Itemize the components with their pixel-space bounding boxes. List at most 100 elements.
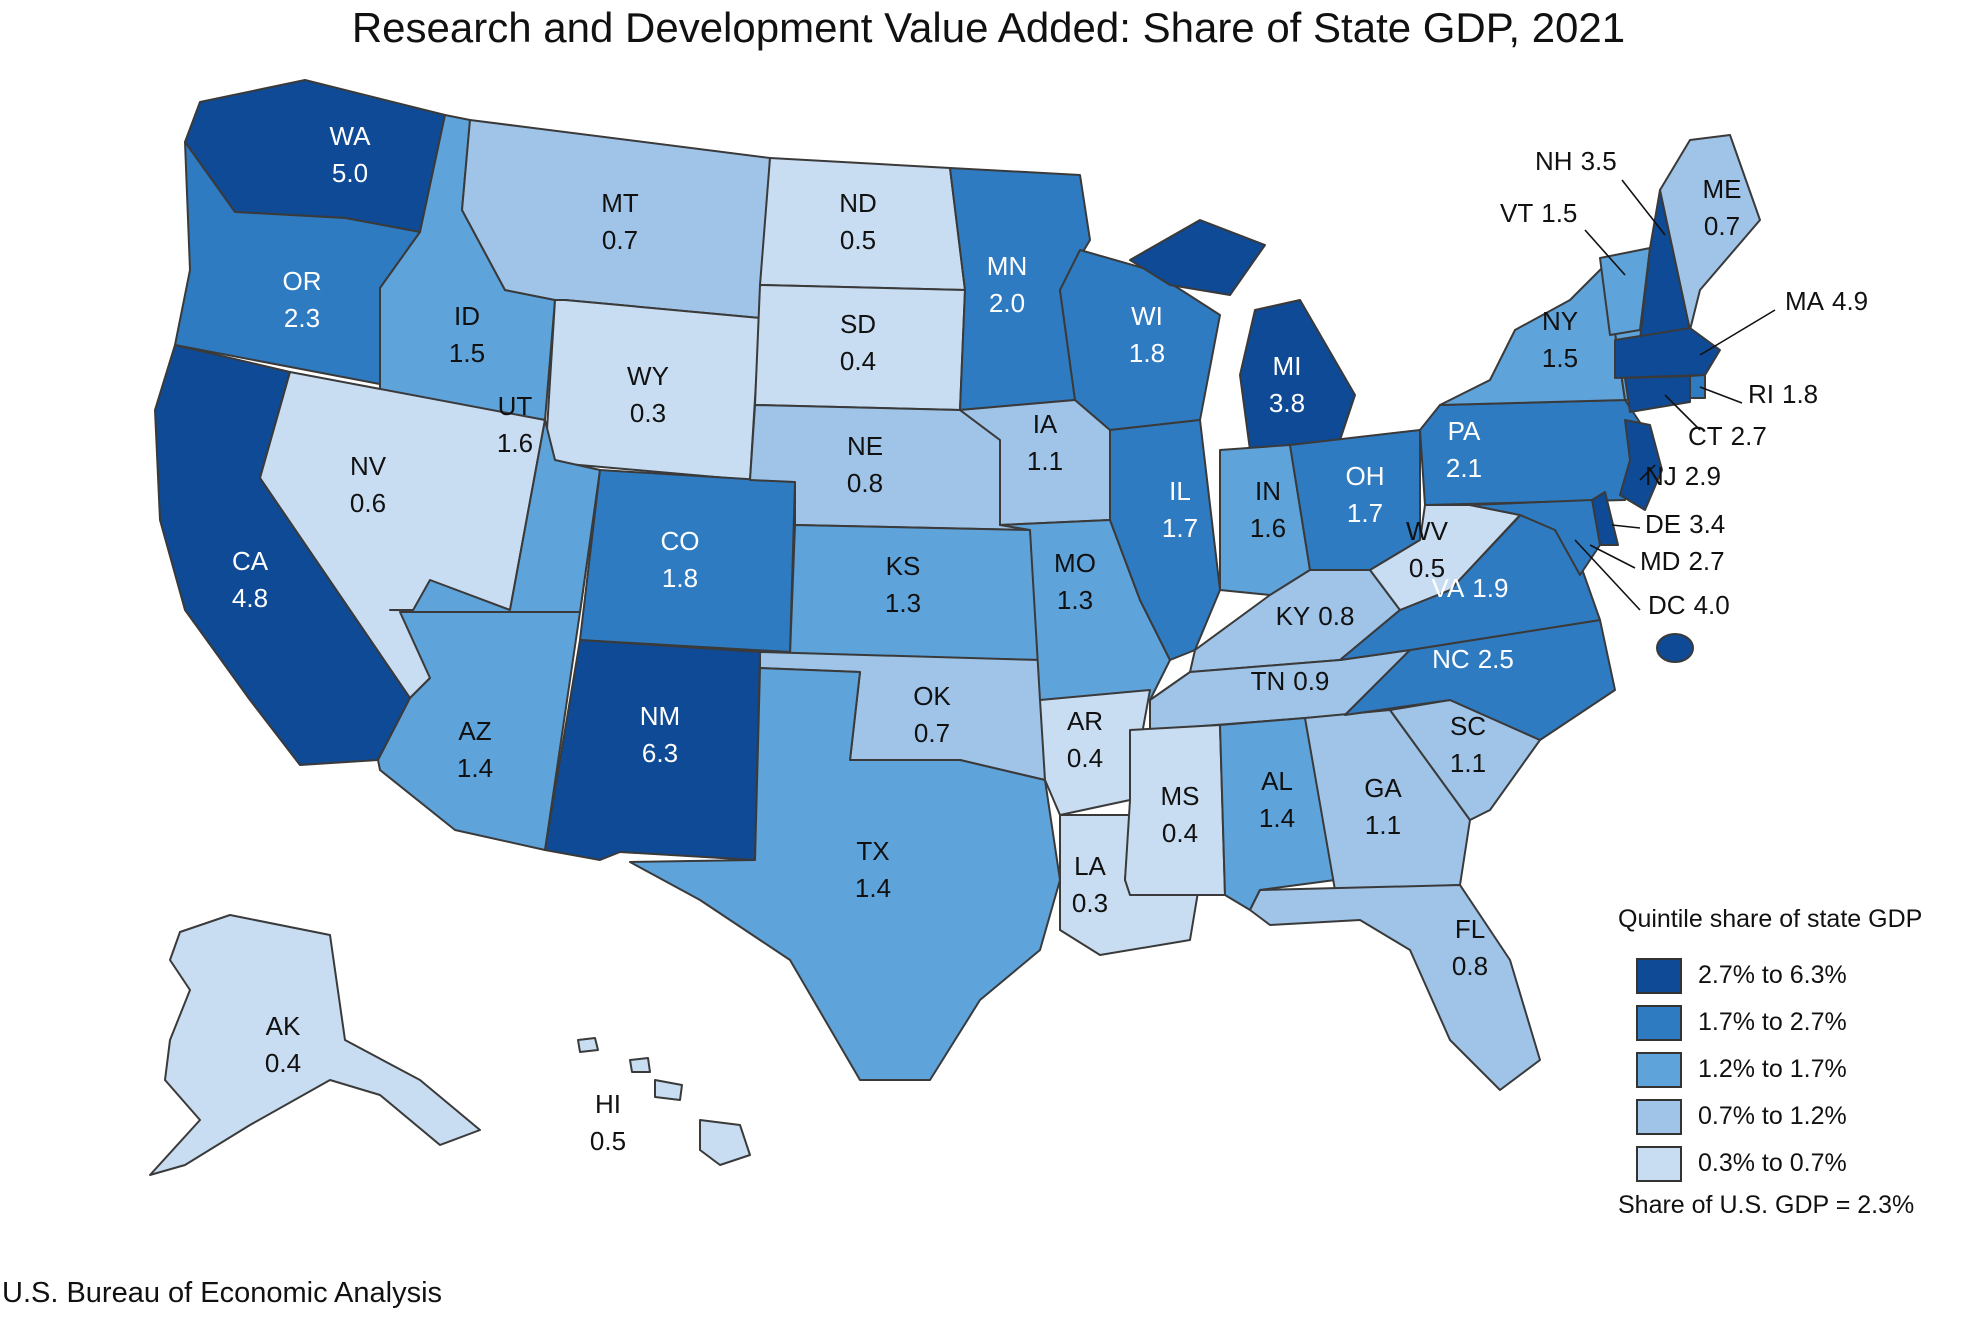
legend-label: 0.7% to 1.2% bbox=[1698, 1102, 1847, 1130]
state-value-GA: 1.1 bbox=[1365, 810, 1401, 840]
state-AK[interactable] bbox=[149, 914, 481, 1176]
state-HI-2[interactable] bbox=[654, 1079, 683, 1101]
state-value-NY: 1.5 bbox=[1542, 343, 1578, 373]
state-value-WV: 0.5 bbox=[1409, 553, 1445, 583]
state-value-MD: 2.7 bbox=[1688, 546, 1724, 576]
state-value-WY: 0.3 bbox=[630, 398, 666, 428]
state-label-LA: LA bbox=[1074, 851, 1106, 881]
state-MD[interactable] bbox=[1469, 499, 1601, 576]
state-value-VA: 1.9 bbox=[1472, 573, 1508, 603]
state-value-MI: 3.8 bbox=[1269, 388, 1305, 418]
state-value-RI: 1.8 bbox=[1782, 379, 1818, 409]
legend-swatch bbox=[1636, 957, 1682, 994]
state-abbr-MD: MD bbox=[1640, 546, 1680, 576]
state-label-TN: TN 0.9 bbox=[1251, 666, 1330, 696]
state-IL[interactable] bbox=[1109, 419, 1221, 661]
state-label-TX: TX bbox=[856, 836, 889, 866]
state-value-NV: 0.6 bbox=[350, 488, 386, 518]
state-label-NV: NV bbox=[350, 451, 387, 481]
state-label-VA: VA 1.9 bbox=[1432, 573, 1509, 603]
source-credit: U.S. Bureau of Economic Analysis bbox=[2, 1277, 443, 1309]
state-HI[interactable] bbox=[699, 1119, 751, 1166]
state-value-VT: 1.5 bbox=[1541, 198, 1577, 228]
state-label-UT: UT bbox=[498, 391, 533, 421]
state-CT[interactable] bbox=[1624, 375, 1691, 413]
state-value-NJ: 2.9 bbox=[1685, 461, 1721, 491]
state-label-AL: AL bbox=[1261, 766, 1293, 796]
state-MT[interactable] bbox=[461, 119, 771, 319]
state-label-MI: MI bbox=[1273, 351, 1302, 381]
state-label-IN: IN bbox=[1255, 476, 1281, 506]
state-label-DE: DE 3.4 bbox=[1645, 509, 1725, 539]
state-AZ[interactable] bbox=[377, 611, 581, 851]
state-value-MO: 1.3 bbox=[1057, 585, 1093, 615]
state-value-MS: 0.4 bbox=[1162, 818, 1198, 848]
state-value-KY: 0.8 bbox=[1318, 601, 1354, 631]
state-label-GA: GA bbox=[1364, 773, 1402, 803]
state-HI-4[interactable] bbox=[577, 1037, 599, 1053]
state-value-ME: 0.7 bbox=[1704, 211, 1740, 241]
state-ND[interactable] bbox=[759, 157, 966, 291]
state-label-MN: MN bbox=[987, 251, 1027, 281]
state-label-KS: KS bbox=[886, 551, 921, 581]
state-value-OR: 2.3 bbox=[284, 303, 320, 333]
state-label-WY: WY bbox=[627, 361, 669, 391]
state-label-NJ: NJ 2.9 bbox=[1645, 461, 1721, 491]
legend-swatch bbox=[1636, 1051, 1682, 1088]
state-abbr-CT: CT bbox=[1688, 421, 1723, 451]
state-RI[interactable] bbox=[1689, 374, 1706, 399]
state-value-NC: 2.5 bbox=[1478, 644, 1514, 674]
state-value-OK: 0.7 bbox=[914, 718, 950, 748]
state-value-NM: 6.3 bbox=[642, 738, 678, 768]
state-DC[interactable] bbox=[1656, 633, 1694, 663]
state-label-WV: WV bbox=[1406, 516, 1449, 546]
state-label-MA: MA 4.9 bbox=[1785, 286, 1868, 316]
state-label-CT: CT 2.7 bbox=[1688, 421, 1767, 451]
state-CO[interactable] bbox=[579, 469, 796, 653]
leader-DC bbox=[1574, 539, 1641, 611]
state-value-NH: 3.5 bbox=[1581, 146, 1617, 176]
state-VT[interactable] bbox=[1599, 247, 1651, 336]
leader-MA bbox=[1699, 309, 1776, 356]
state-abbr-KY: KY bbox=[1276, 601, 1311, 631]
legend-label: 1.2% to 1.7% bbox=[1698, 1055, 1847, 1083]
state-AR[interactable] bbox=[1039, 689, 1151, 816]
state-value-DE: 3.4 bbox=[1689, 509, 1725, 539]
state-value-MA: 4.9 bbox=[1832, 286, 1868, 316]
state-abbr-DC: DC bbox=[1648, 590, 1686, 620]
state-value-TN: 0.9 bbox=[1293, 666, 1329, 696]
state-value-AK: 0.4 bbox=[265, 1048, 301, 1078]
state-NJ[interactable] bbox=[1619, 419, 1663, 511]
state-label-WA: WA bbox=[330, 121, 372, 151]
state-value-CO: 1.8 bbox=[662, 563, 698, 593]
state-TX[interactable] bbox=[629, 667, 1061, 1081]
map-title: Research and Development Value Added: Sh… bbox=[351, 4, 1626, 51]
state-label-DC: DC 4.0 bbox=[1648, 590, 1730, 620]
state-label-PA: PA bbox=[1448, 416, 1481, 446]
state-label-CO: CO bbox=[661, 526, 700, 556]
leader-CT bbox=[1664, 394, 1701, 431]
state-WY[interactable] bbox=[544, 299, 761, 481]
state-label-MO: MO bbox=[1054, 548, 1096, 578]
state-MA[interactable] bbox=[1614, 327, 1721, 379]
state-value-HI: 0.5 bbox=[590, 1126, 626, 1156]
state-value-UT: 1.6 bbox=[497, 428, 533, 458]
state-label-IA: IA bbox=[1033, 409, 1058, 439]
state-value-WA: 5.0 bbox=[332, 158, 368, 188]
state-value-AL: 1.4 bbox=[1259, 803, 1295, 833]
state-HI-3[interactable] bbox=[629, 1057, 651, 1073]
leader-DE bbox=[1611, 524, 1641, 529]
state-value-IA: 1.1 bbox=[1027, 446, 1063, 476]
state-label-HI: HI bbox=[595, 1089, 621, 1119]
state-NY[interactable] bbox=[1439, 264, 1626, 406]
state-value-IN: 1.6 bbox=[1250, 513, 1286, 543]
state-label-MS: MS bbox=[1161, 781, 1200, 811]
state-FL[interactable] bbox=[1249, 884, 1541, 1091]
legend-label: 2.7% to 6.3% bbox=[1698, 961, 1847, 989]
state-abbr-TN: TN bbox=[1251, 666, 1286, 696]
leader-VT bbox=[1584, 229, 1626, 276]
state-label-NE: NE bbox=[847, 431, 883, 461]
state-MI-up[interactable] bbox=[1129, 219, 1266, 296]
leader-RI bbox=[1699, 386, 1743, 404]
